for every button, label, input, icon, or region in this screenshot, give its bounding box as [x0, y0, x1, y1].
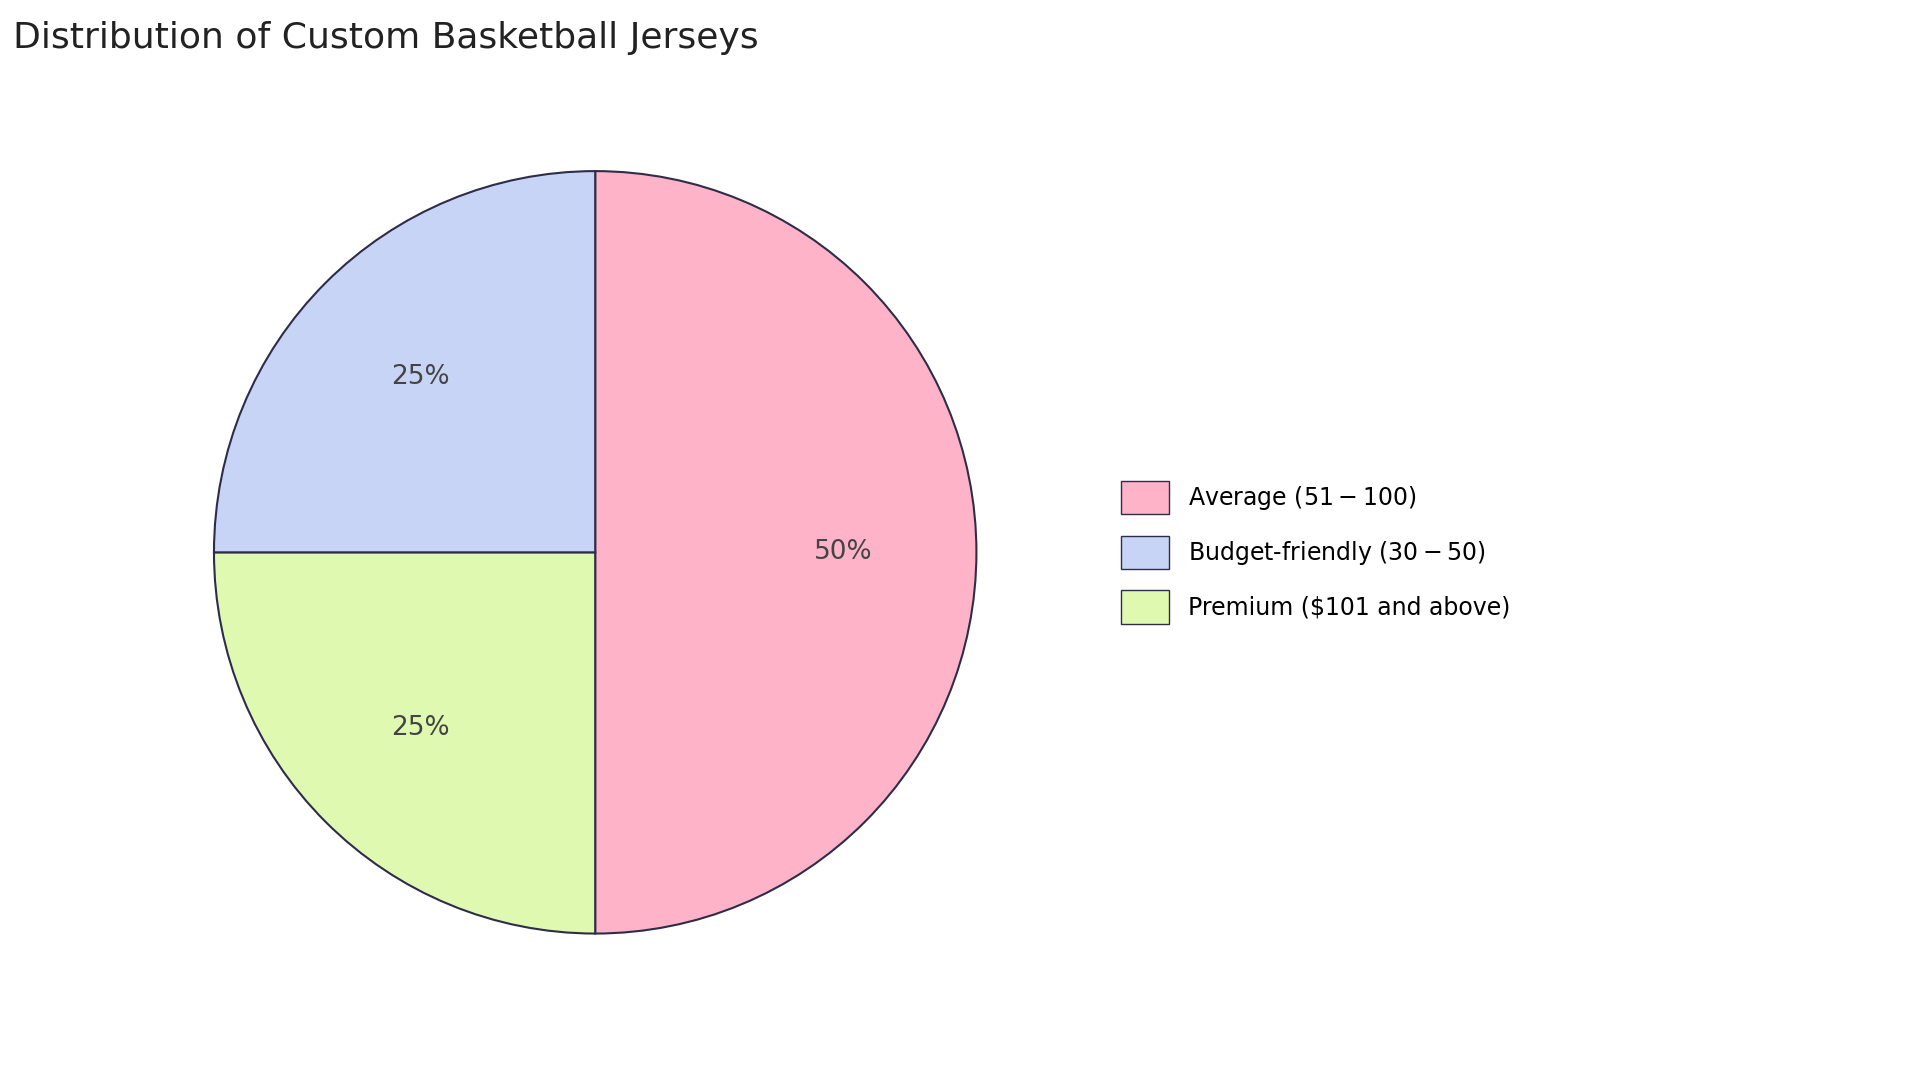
Legend: Average ($51-$100), Budget-friendly ($30-$50), Premium ($101 and above): Average ($51-$100), Budget-friendly ($30…: [1102, 462, 1528, 642]
Wedge shape: [595, 171, 977, 934]
Text: 50%: 50%: [814, 539, 872, 565]
Text: Pricing Distribution of Custom Basketball Jerseys: Pricing Distribution of Custom Basketbal…: [0, 21, 758, 55]
Wedge shape: [213, 552, 595, 934]
Text: 25%: 25%: [390, 364, 449, 390]
Wedge shape: [213, 171, 595, 552]
Text: 25%: 25%: [390, 715, 449, 741]
